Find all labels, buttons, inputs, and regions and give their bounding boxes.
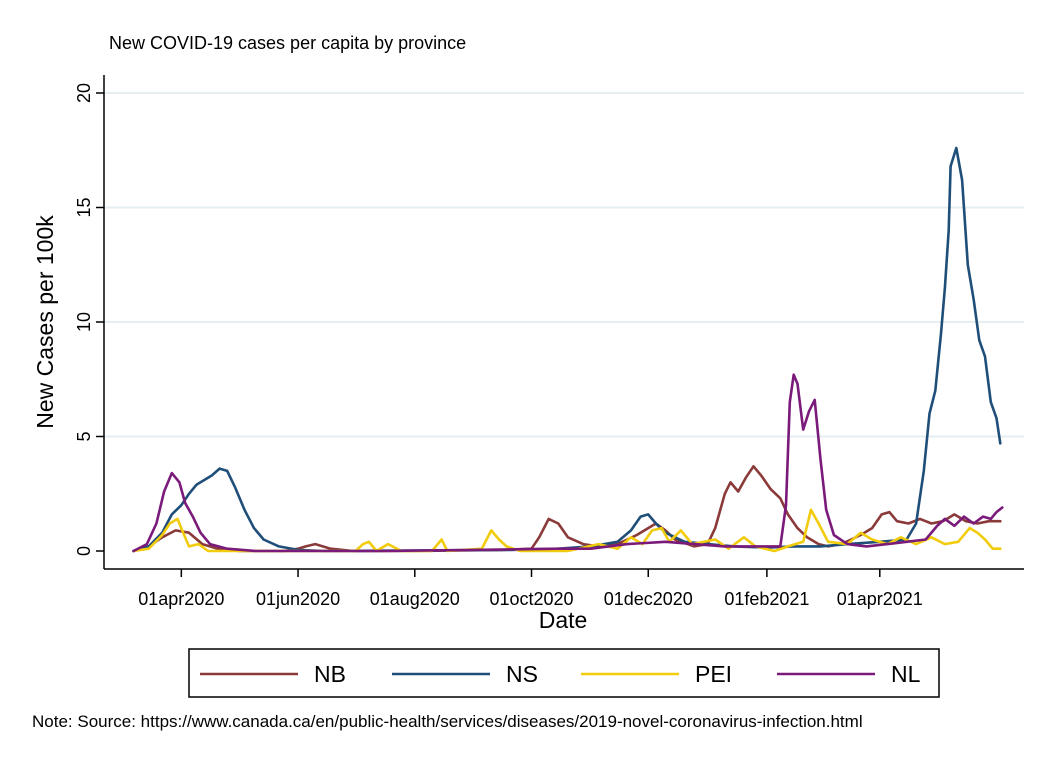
legend-label-nl: NL xyxy=(891,661,921,687)
series-line-pei xyxy=(132,508,1002,553)
legend-label-pei: PEI xyxy=(695,661,732,687)
x-tick-label: 01apr2020 xyxy=(138,589,224,609)
x-axis-ticks: 01apr2020 01jun2020 01aug2020 01oct2020 01de… xyxy=(138,569,923,609)
y-tick-label: 15 xyxy=(74,197,94,217)
legend: NB NS PEI NL xyxy=(188,648,940,698)
source-note: Note: Source: https://www.canada.ca/en/p… xyxy=(32,712,863,731)
y-tick-label: 0 xyxy=(74,546,94,556)
series-lines xyxy=(132,146,1004,553)
x-tick-label: 01oct2020 xyxy=(489,589,573,609)
x-tick-label: 01feb2021 xyxy=(724,589,809,609)
series-line-nl xyxy=(132,373,1004,553)
x-tick-label: 01apr2021 xyxy=(837,589,923,609)
legend-label-nb: NB xyxy=(314,661,346,687)
y-axis-title: New Cases per 100k xyxy=(32,215,58,429)
y-tick-label: 10 xyxy=(74,312,94,332)
y-tick-label: 5 xyxy=(74,431,94,441)
x-tick-label: 01aug2020 xyxy=(370,589,460,609)
legend-label-ns: NS xyxy=(506,661,538,687)
x-tick-label: 01dec2020 xyxy=(604,589,693,609)
chart-title: New COVID-19 cases per capita by provinc… xyxy=(109,33,466,53)
legend-items: NB NS PEI NL xyxy=(200,661,921,687)
y-axis-ticks: 0 5 10 15 20 xyxy=(74,83,104,556)
x-tick-label: 01jun2020 xyxy=(256,589,340,609)
x-axis-title: Date xyxy=(539,607,588,633)
grid-lines xyxy=(104,92,1024,438)
y-tick-label: 20 xyxy=(74,83,94,103)
